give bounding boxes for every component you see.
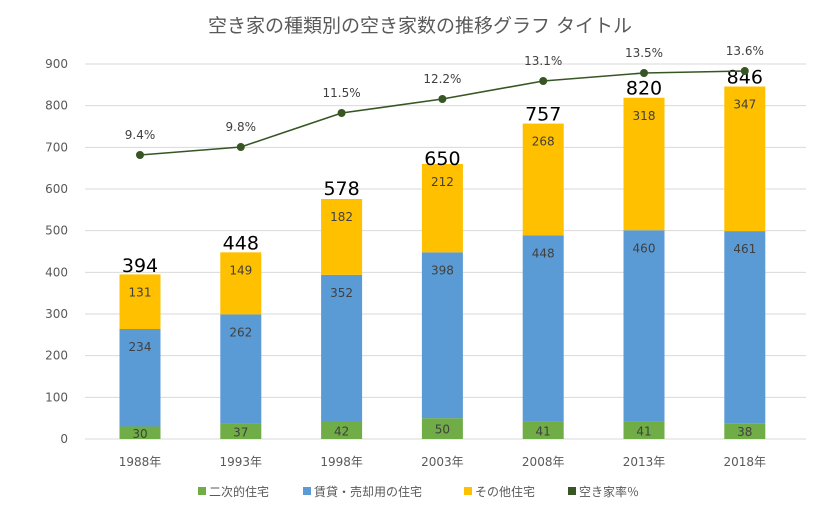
bar-value-label: 212 (431, 175, 454, 189)
y-axis: 0 100 200 300 400 500 600 700 800 900 (45, 57, 68, 446)
bar-value-label: 262 (229, 325, 252, 339)
bar-value-label: 398 (431, 263, 454, 277)
bar-segment (623, 421, 665, 439)
bar-segment (623, 97, 665, 231)
rate-marker (136, 151, 144, 159)
rate-label: 13.5% (625, 46, 663, 60)
bar-value-label: 268 (532, 135, 555, 149)
bar-segment (522, 421, 564, 439)
bar-segment (119, 329, 161, 427)
legend-swatch (568, 487, 576, 495)
legend-label: 賃貸・売却用の住宅 (314, 484, 422, 499)
total-label: 846 (727, 67, 763, 89)
legend-swatch (303, 487, 311, 495)
bar-segment (724, 423, 766, 439)
total-label: 820 (626, 77, 662, 99)
rate-label: 11.5% (323, 86, 361, 100)
rate-label: 12.2% (423, 72, 461, 86)
bar-value-label: 41 (636, 424, 651, 438)
y-tick-label: 600 (45, 182, 68, 196)
y-tick-label: 200 (45, 349, 68, 363)
segment-labels: 30 234 131 37 262 149 42 352 182 50 398 212 41 448 268… (129, 98, 757, 441)
bar-segment (522, 235, 564, 422)
rate-marker (539, 77, 548, 85)
bar-value-label: 234 (129, 340, 152, 354)
bar-segment (421, 418, 463, 439)
chart-title: 空き家の種類別の空き家数の推移グラフ タイトル (208, 15, 632, 37)
bar-segment (321, 199, 363, 275)
bar-segment (220, 252, 262, 315)
y-tick-label: 800 (45, 99, 68, 113)
bar-segment (321, 274, 363, 422)
bar-value-label: 50 (435, 423, 450, 437)
total-label: 394 (122, 255, 158, 277)
total-label: 757 (525, 104, 561, 126)
bar-segment (522, 123, 564, 236)
bar-segment (724, 231, 766, 424)
bar-segment (321, 421, 363, 439)
bar-value-label: 149 (229, 263, 252, 277)
y-tick-label: 400 (45, 265, 68, 279)
total-labels: 394 448 578 650 757 820 846 (122, 67, 763, 277)
y-tick-label: 500 (45, 224, 68, 238)
bar-value-label: 42 (334, 424, 349, 438)
bar-value-label: 448 (532, 246, 555, 260)
bar-segment (119, 426, 161, 439)
rate-marker (640, 69, 648, 77)
y-tick-label: 100 (45, 390, 68, 404)
x-tick-label: 1998年 (320, 455, 363, 469)
legend: 二次的住宅 賃貸・売却用の住宅 その他住宅 空き家率％ (198, 484, 639, 499)
bar-segment (220, 314, 262, 424)
bar-segment (220, 423, 262, 439)
bar-value-label: 38 (737, 425, 752, 439)
legend-label: 二次的住宅 (209, 484, 269, 499)
bar-value-label: 352 (330, 286, 353, 300)
bar-value-label: 460 (633, 241, 656, 255)
legend-swatch (198, 487, 206, 495)
legend-label: その他住宅 (475, 484, 535, 499)
x-tick-label: 2008年 (522, 455, 565, 469)
x-tick-label: 2013年 (623, 455, 666, 469)
bar-value-label: 131 (129, 285, 152, 299)
y-tick-label: 700 (45, 140, 68, 154)
y-tick-label: 900 (45, 57, 68, 71)
bar-segment (724, 86, 766, 232)
x-axis: 1988年 1993年 1998年 2003年 2008年 2013年 2018年 (119, 455, 766, 469)
rate-marker (438, 95, 447, 103)
bar-value-label: 347 (733, 98, 756, 112)
y-tick-label: 300 (45, 307, 68, 321)
rate-label: 13.6% (726, 44, 764, 58)
rate-marker (740, 67, 749, 75)
bar-value-label: 37 (233, 425, 248, 439)
rate-label: 9.4% (125, 128, 156, 142)
total-label: 650 (424, 148, 460, 170)
bar-segment (119, 274, 161, 329)
bar-segment (421, 252, 463, 419)
bar-segment (623, 230, 665, 422)
y-tick-label: 0 (60, 432, 68, 446)
legend-label: 空き家率％ (579, 484, 639, 499)
rate-marker (236, 143, 245, 151)
bar-value-label: 41 (536, 424, 551, 438)
rate-label: 9.8% (226, 120, 257, 134)
bars (119, 86, 766, 439)
bar-value-label: 318 (633, 109, 656, 123)
bar-value-label: 182 (330, 210, 353, 224)
rate-line: 9.4% 9.8% 11.5% 12.2% 13.1% 13.5% 13.6% (125, 44, 764, 159)
x-tick-label: 1988年 (119, 455, 162, 469)
bar-segment (421, 164, 463, 253)
legend-swatch (464, 487, 472, 495)
bar-value-label: 30 (132, 427, 147, 441)
x-tick-label: 2003年 (421, 455, 464, 469)
total-label: 448 (223, 232, 259, 254)
bar-value-label: 461 (733, 242, 756, 256)
rate-marker (337, 109, 346, 117)
x-tick-label: 1993年 (220, 455, 263, 469)
total-label: 578 (323, 178, 359, 200)
x-tick-label: 2018年 (724, 455, 767, 469)
rate-label: 13.1% (524, 54, 562, 68)
